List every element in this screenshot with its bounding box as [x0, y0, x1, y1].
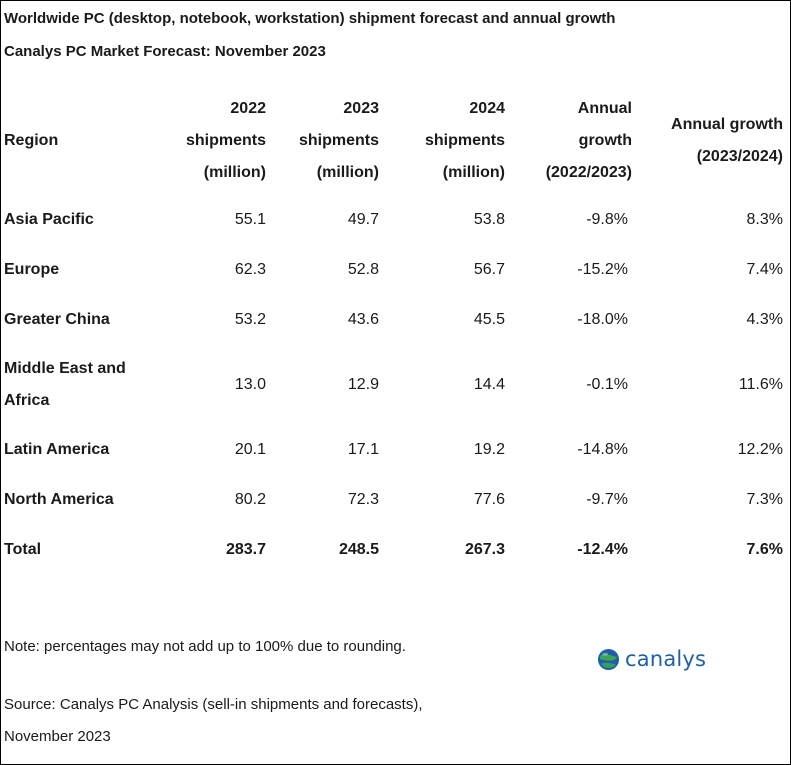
header-2022-shipments: 2022 shipments (million)	[161, 87, 269, 195]
table-row: Europe 62.3 52.8 56.7 -15.2% 7.4%	[1, 245, 790, 295]
value-cell: 49.7	[347, 211, 379, 228]
header-line: shipments	[185, 132, 266, 149]
region-cell: Greater China	[4, 311, 110, 328]
value-cell: 52.8	[347, 261, 379, 278]
header-line: (million)	[203, 164, 266, 181]
value-cell: 56.7	[473, 261, 505, 278]
header-line: (2022/2023)	[545, 164, 632, 181]
header-line: Annual growth	[671, 116, 783, 133]
value-cell: 53.8	[473, 211, 505, 228]
table-header-row: Region 2022 shipments (million) 2023 shi…	[1, 87, 790, 195]
globe-icon	[597, 648, 620, 670]
growth-cell: -14.8%	[577, 441, 628, 458]
value-cell: 19.2	[473, 441, 505, 458]
value-cell: 45.5	[473, 311, 505, 328]
header-region-label: Region	[4, 132, 59, 149]
growth-cell: 12.2%	[737, 441, 783, 458]
total-value-cell: 283.7	[225, 541, 266, 558]
value-cell: 77.6	[473, 491, 505, 508]
value-cell: 62.3	[234, 261, 266, 278]
total-row: Total 283.7 248.5 267.3 -12.4% 7.6%	[1, 525, 790, 575]
region-cell: North America	[4, 491, 114, 508]
chart-title: Worldwide PC (desktop, notebook, worksta…	[4, 10, 616, 27]
value-cell: 20.1	[234, 441, 266, 458]
region-cell: Asia Pacific	[4, 211, 94, 228]
total-value-cell: 267.3	[464, 541, 505, 558]
total-growth-cell: -12.4%	[577, 541, 628, 558]
header-line: shipments	[424, 132, 505, 149]
value-cell: 17.1	[347, 441, 379, 458]
growth-cell: -0.1%	[586, 376, 628, 393]
growth-cell: -9.7%	[586, 491, 628, 508]
footnote: Note: percentages may not add up to 100%…	[4, 638, 406, 655]
table-row: North America 80.2 72.3 77.6 -9.7% 7.3%	[1, 475, 790, 525]
value-cell: 53.2	[234, 311, 266, 328]
total-growth-cell: 7.6%	[746, 541, 783, 558]
header-line: 2022	[230, 100, 266, 117]
header-line: Annual	[577, 100, 632, 117]
table-row: Latin America 20.1 17.1 19.2 -14.8% 12.2…	[1, 425, 790, 475]
header-2024-shipments: 2024 shipments (million)	[384, 87, 512, 195]
growth-cell: 4.3%	[746, 311, 783, 328]
header-line: growth	[578, 132, 632, 149]
shipment-table: Region 2022 shipments (million) 2023 shi…	[1, 87, 790, 575]
chart-subtitle: Canalys PC Market Forecast: November 202…	[4, 43, 326, 60]
growth-cell: -9.8%	[586, 211, 628, 228]
growth-cell: 7.4%	[746, 261, 783, 278]
table-row: Middle East and Africa 13.0 12.9 14.4 -0…	[1, 345, 790, 425]
total-label-cell: Total	[4, 541, 42, 558]
growth-cell: -15.2%	[577, 261, 628, 278]
header-growth-2023-2024: Annual growth (2023/2024)	[635, 87, 790, 195]
total-value-cell: 248.5	[338, 541, 379, 558]
header-line: 2023	[343, 100, 379, 117]
value-cell: 80.2	[234, 491, 266, 508]
growth-cell: 7.3%	[746, 491, 783, 508]
region-cell: Middle East and Africa	[4, 360, 126, 409]
value-cell: 55.1	[234, 211, 266, 228]
growth-cell: 11.6%	[738, 376, 783, 393]
region-cell: Latin America	[4, 441, 110, 458]
header-2023-shipments: 2023 shipments (million)	[269, 87, 384, 195]
value-cell: 12.9	[347, 376, 379, 393]
growth-cell: -18.0%	[577, 311, 628, 328]
logo-text: canalys	[625, 647, 707, 671]
region-cell: Europe	[4, 261, 60, 278]
header-line: 2024	[469, 100, 505, 117]
header-line: shipments	[298, 132, 379, 149]
canalys-logo: canalys	[597, 645, 706, 673]
header-line: (2023/2024)	[696, 148, 783, 165]
value-cell: 43.6	[347, 311, 379, 328]
table-row: Asia Pacific 55.1 49.7 53.8 -9.8% 8.3%	[1, 195, 790, 245]
value-cell: 14.4	[473, 376, 505, 393]
source-note: Source: Canalys PC Analysis (sell-in shi…	[4, 696, 423, 745]
header-line: (million)	[316, 164, 379, 181]
growth-cell: 8.3%	[746, 211, 783, 228]
header-growth-2022-2023: Annual growth (2022/2023)	[512, 87, 635, 195]
value-cell: 72.3	[347, 491, 379, 508]
header-region: Region	[1, 87, 161, 195]
value-cell: 13.0	[234, 376, 266, 393]
header-line: (million)	[442, 164, 505, 181]
table-row: Greater China 53.2 43.6 45.5 -18.0% 4.3%	[1, 295, 790, 345]
